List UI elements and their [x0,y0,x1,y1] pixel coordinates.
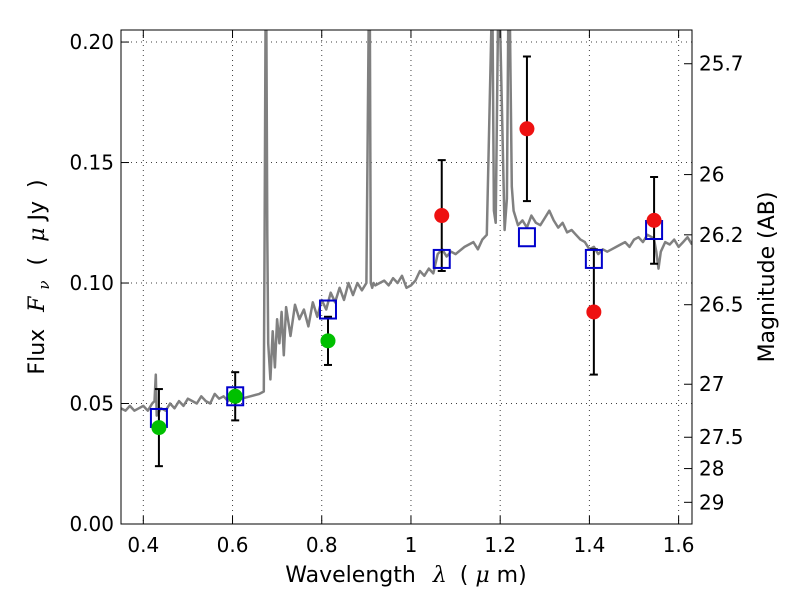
model-photometry-square [517,227,536,248]
y2-tick-label: 26 [699,163,724,187]
y2-tick-label: 27 [699,372,724,396]
x-tick-label: 1.4 [573,533,605,557]
y2-tick-label: 27.5 [699,425,744,449]
model-photometry-square [432,248,451,269]
green-observed-point [320,333,336,349]
y2-tick-label: 29 [699,490,724,514]
y-axis-label-mu: μ [25,228,50,242]
y2-axis-label: Magnitude (AB) [755,192,780,363]
x-axis-label-lambda: λ [432,563,447,588]
observed-point-layer [151,121,662,436]
y-axis-label-unit: Jy [25,201,50,223]
red-observed-point [646,212,662,228]
green-observed-point [227,388,243,404]
y-axis-label-paren-close: ) [25,179,50,188]
x-axis-label-paren-open: ( [460,563,469,588]
x-tick-label: 0.4 [127,533,159,557]
spectrum-line [121,30,692,417]
model-photometry-square [226,386,245,407]
y-axis-label-fnu-subscript: ν [35,280,53,289]
y2-tick-label: 26.2 [699,223,744,247]
green-observed-point [151,420,167,436]
model-photometry-square [584,248,603,269]
x-tick-label: 0.6 [217,533,249,557]
model-photometry-square [318,299,337,320]
y-axis-label-flux: Flux [25,329,50,375]
red-observed-point [586,304,602,320]
y-tick-label: 0.05 [69,392,114,416]
x-tick-label: 1.6 [663,533,695,557]
y2-tick-label: 25.7 [699,52,744,76]
red-observed-point [519,121,535,137]
x-tick-label: 1 [405,533,418,557]
x-tick-label: 0.8 [306,533,338,557]
y-axis-label-fnu-symbol: F [25,296,50,313]
x-axis-label-mu: μ [475,563,489,588]
y-tick-label: 0.20 [69,30,114,54]
x-tick-label: 1.2 [484,533,516,557]
y-tick-label: 0.10 [69,271,114,295]
x-axis-label-unit: m) [497,563,527,588]
model-marker-layer [149,220,664,428]
y-axis-label-paren-open: ( [25,257,50,266]
red-observed-point [434,208,450,224]
x-axis-label: Wavelength λ ( μ m) [285,563,526,588]
plot-area [121,30,692,524]
tick-layer: 0.4 0.6 0.8 1 1.2 1.4 1.6 0.00 0.05 0.10 0.15 0.20 2… [69,30,744,557]
y-axis-label: Flux F ν ( μ Jy ) [25,179,55,374]
y2-tick-label: 28 [699,457,724,481]
y2-tick-label: 26.5 [699,293,744,317]
y-tick-label: 0.00 [69,512,114,536]
plot-frame [120,29,693,525]
x-axis-label-text: Wavelength [285,563,416,588]
y-tick-label: 0.15 [69,151,114,175]
spectrum-layer [121,30,692,417]
